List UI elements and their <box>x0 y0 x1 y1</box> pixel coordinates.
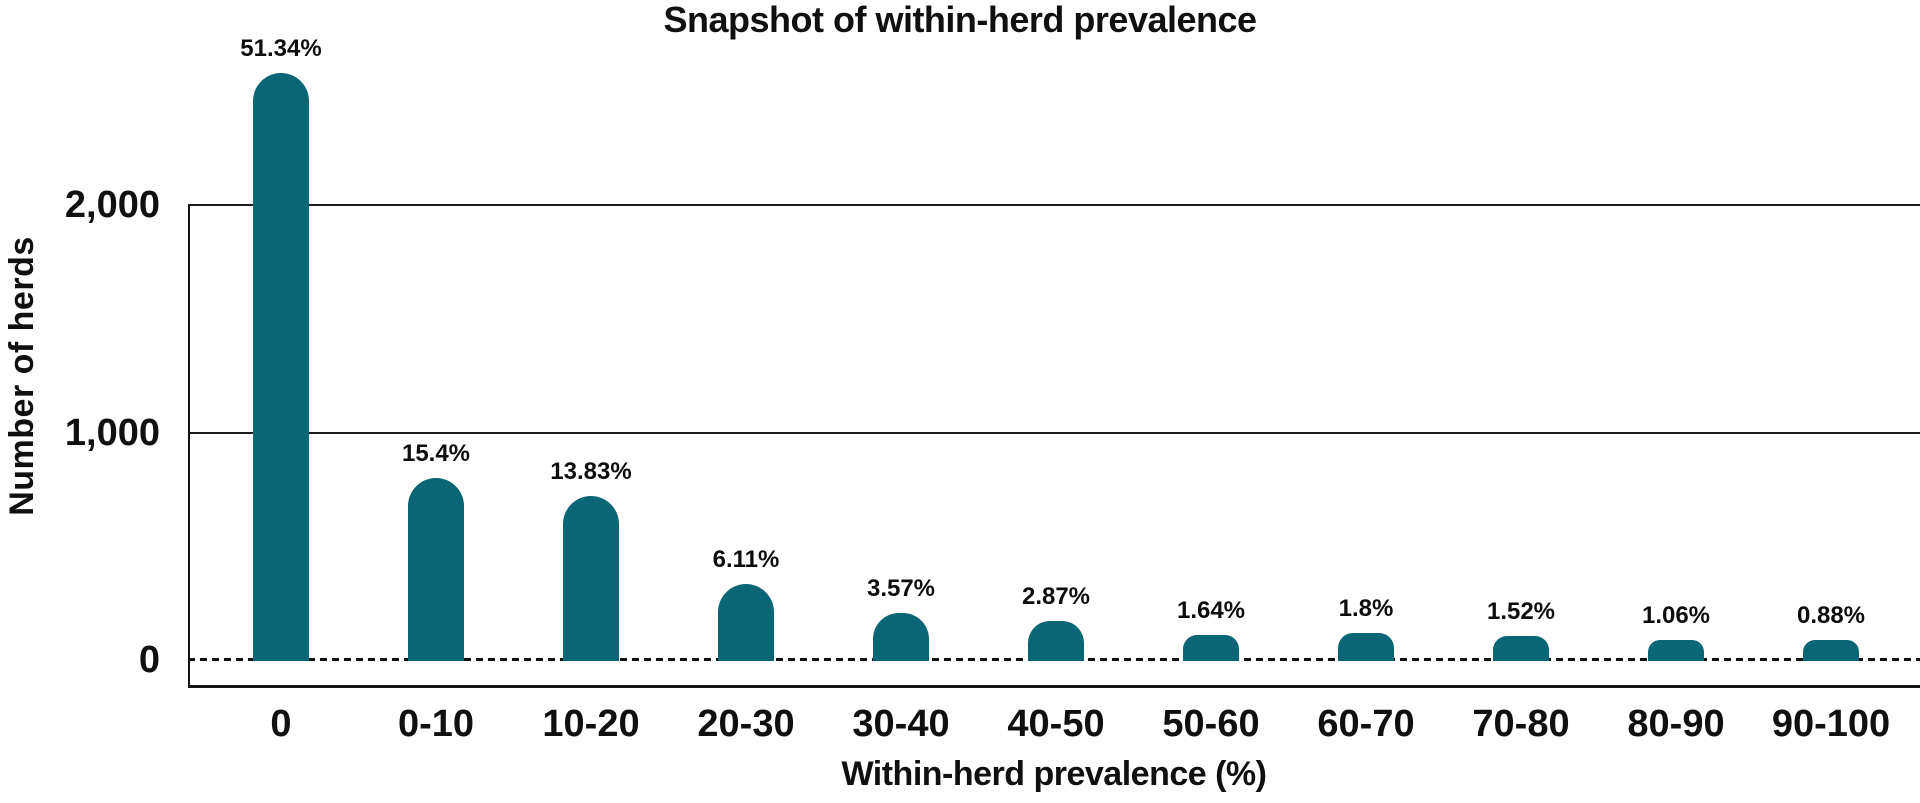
bar <box>1493 636 1549 661</box>
x-tick-label: 20-30 <box>697 703 795 745</box>
bar-value-label: 51.34% <box>240 35 322 62</box>
x-axis-line <box>188 685 1920 688</box>
bar-value-label: 3.57% <box>866 575 936 602</box>
bar <box>1338 633 1394 661</box>
bar-value-label: 13.83% <box>550 458 632 485</box>
chart-title: Snapshot of within-herd prevalence <box>663 0 1257 40</box>
bar-value-label: 15.4% <box>401 440 471 467</box>
gridline <box>188 204 1920 206</box>
bar-value-label: 2.87% <box>1021 583 1091 610</box>
bar <box>253 73 309 661</box>
x-tick-label: 60-70 <box>1317 703 1415 745</box>
bar <box>873 613 929 661</box>
bar <box>408 478 464 661</box>
bar-value-label: 1.8% <box>1338 595 1394 622</box>
x-tick-label: 70-80 <box>1472 703 1570 745</box>
x-tick-label: 0 <box>270 703 292 745</box>
bar-value-label: 1.64% <box>1176 597 1246 624</box>
gridline <box>188 431 1920 434</box>
x-tick-label: 90-100 <box>1771 703 1891 745</box>
y-tick-label: 1,000 <box>64 411 160 454</box>
bar <box>1648 640 1704 661</box>
bar <box>1028 621 1084 661</box>
y-axis-line <box>188 204 190 687</box>
x-tick-label: 50-60 <box>1162 703 1260 745</box>
x-tick-label: 10-20 <box>542 703 640 745</box>
x-tick-label: 30-40 <box>852 703 950 745</box>
bar-value-label: 6.11% <box>712 546 780 573</box>
bar <box>563 496 619 661</box>
x-tick-label: 80-90 <box>1627 703 1725 745</box>
x-tick-label: 0-10 <box>397 703 475 745</box>
y-tick-label: 0 <box>138 639 160 681</box>
bar <box>1803 640 1859 661</box>
bar-value-label: 0.88% <box>1796 602 1866 629</box>
x-tick-label: 40-50 <box>1007 703 1105 745</box>
bar <box>1183 635 1239 661</box>
bar-value-label: 1.52% <box>1486 598 1556 625</box>
y-axis-title: Number of herds <box>3 236 41 516</box>
x-axis-title: Within-herd prevalence (%) <box>841 755 1267 793</box>
bar-value-label: 1.06% <box>1641 602 1711 629</box>
y-tick-label: 2,000 <box>64 184 160 226</box>
bar <box>718 584 774 661</box>
